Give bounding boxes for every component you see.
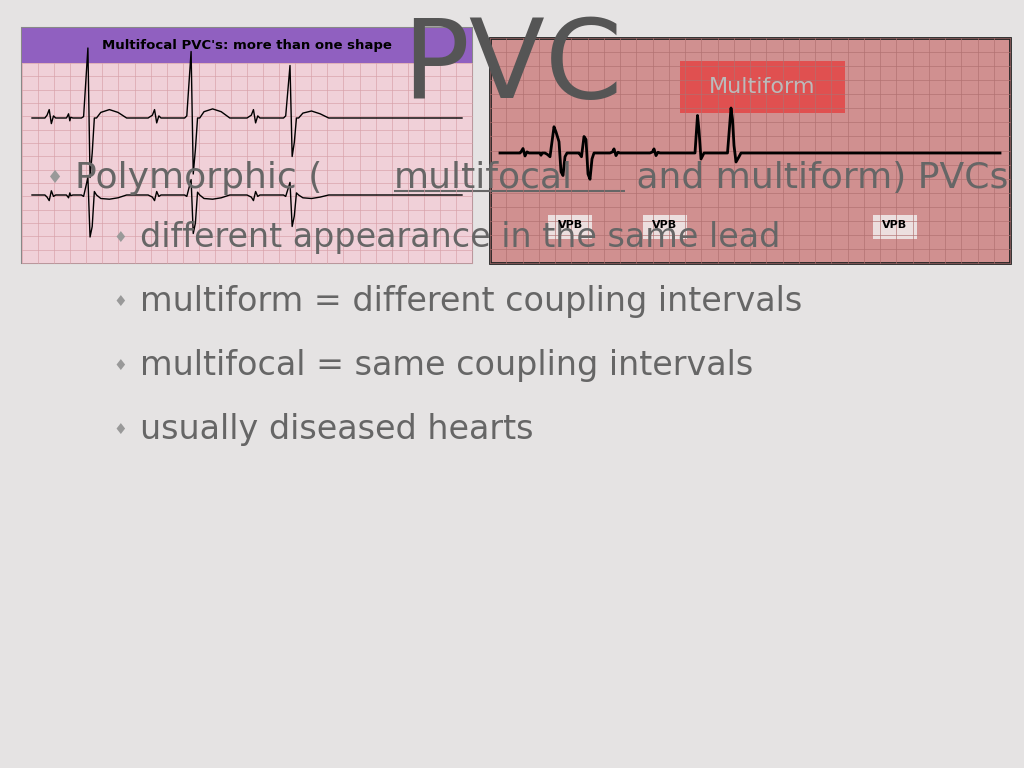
Bar	[548, 215, 592, 239]
Text: ♦: ♦	[114, 294, 127, 310]
Bar	[643, 215, 687, 239]
Text: multifocal = same coupling intervals: multifocal = same coupling intervals	[140, 349, 754, 382]
Text: and multiform) PVCs: and multiform) PVCs	[626, 161, 1009, 195]
Text: multifocal: multifocal	[394, 161, 573, 195]
Text: Polymorphic (: Polymorphic (	[75, 161, 323, 195]
Text: ♦: ♦	[114, 422, 127, 438]
Text: VPB: VPB	[557, 220, 583, 230]
Bar	[490, 38, 1010, 263]
Text: usually diseased hearts: usually diseased hearts	[140, 413, 534, 446]
Text: ♦: ♦	[47, 169, 63, 187]
Text: ♦: ♦	[114, 230, 127, 246]
Bar	[22, 28, 472, 263]
Text: ♦: ♦	[114, 359, 127, 373]
Bar	[680, 61, 845, 113]
Text: Multiform: Multiform	[710, 77, 816, 97]
Text: Multifocal PVC's: more than one shape: Multifocal PVC's: more than one shape	[102, 39, 392, 52]
Text: different appearance in the same lead: different appearance in the same lead	[140, 221, 780, 254]
Bar	[873, 215, 918, 239]
Bar	[22, 28, 472, 63]
Text: VPB: VPB	[652, 220, 678, 230]
Bar	[22, 63, 472, 263]
Text: VPB: VPB	[883, 220, 907, 230]
Text: PVC: PVC	[401, 15, 623, 121]
Text: multiform = different coupling intervals: multiform = different coupling intervals	[140, 286, 802, 319]
